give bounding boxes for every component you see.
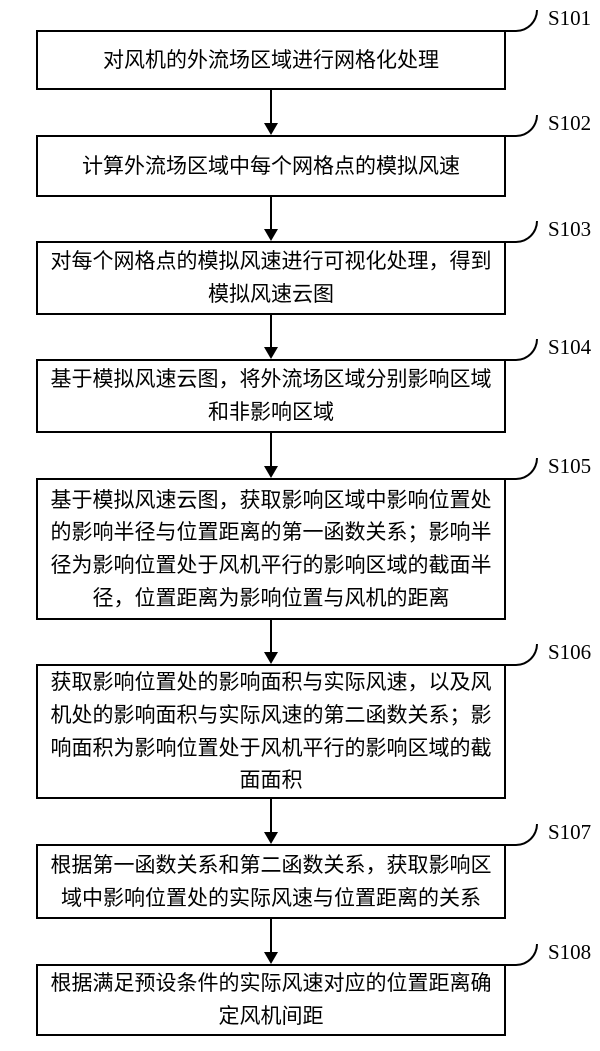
arrow-line-3 (270, 315, 272, 347)
step-text: 根据满足预设条件的实际风速对应的位置距离确定风机间距 (48, 967, 494, 1032)
arrow-head-4 (264, 466, 278, 478)
arrow-head-5 (264, 652, 278, 664)
arrow-line-5 (270, 620, 272, 652)
step-label-s105: S105 (548, 454, 591, 479)
step-box-s105: 基于模拟风速云图，获取影响区域中影响位置处的影响半径与位置距离的第一函数关系；影… (36, 478, 506, 620)
leader-arc (516, 10, 538, 32)
step-box-s108: 根据满足预设条件的实际风速对应的位置距离确定风机间距 (36, 964, 506, 1036)
step-text: 基于模拟风速云图，将外流场区域分别影响区域和非影响区域 (48, 363, 494, 428)
step-text: 对风机的外流场区域进行网格化处理 (103, 44, 439, 77)
leader-stub (506, 359, 516, 361)
arrow-head-2 (264, 229, 278, 241)
step-label-s106: S106 (548, 640, 591, 665)
step-box-s101: 对风机的外流场区域进行网格化处理 (36, 30, 506, 90)
step-text: 获取影响位置处的影响面积与实际风速，以及风机处的影响面积与实际风速的第二函数关系… (48, 666, 494, 796)
arrow-line-6 (270, 799, 272, 832)
leader-arc (516, 944, 538, 966)
step-box-s104: 基于模拟风速云图，将外流场区域分别影响区域和非影响区域 (36, 359, 506, 433)
step-box-s106: 获取影响位置处的影响面积与实际风速，以及风机处的影响面积与实际风速的第二函数关系… (36, 664, 506, 799)
arrow-line-7 (270, 919, 272, 952)
step-label-s104: S104 (548, 335, 591, 360)
arrow-line-1 (270, 90, 272, 123)
leader-stub (506, 478, 516, 480)
leader-arc (516, 221, 538, 243)
leader-arc (516, 115, 538, 137)
leader-arc (516, 824, 538, 846)
step-text: 计算外流场区域中每个网格点的模拟风速 (82, 150, 460, 183)
leader-stub (506, 241, 516, 243)
step-box-s103: 对每个网格点的模拟风速进行可视化处理，得到模拟风速云图 (36, 241, 506, 315)
leader-arc (516, 644, 538, 666)
step-box-s107: 根据第一函数关系和第二函数关系，获取影响区域中影响位置处的实际风速与位置距离的关… (36, 844, 506, 919)
step-label-s101: S101 (548, 6, 591, 31)
leader-stub (506, 844, 516, 846)
arrow-line-2 (270, 197, 272, 229)
step-label-s107: S107 (548, 820, 591, 845)
leader-arc (516, 339, 538, 361)
step-label-s103: S103 (548, 217, 591, 242)
arrow-head-6 (264, 832, 278, 844)
arrow-head-3 (264, 347, 278, 359)
step-label-s102: S102 (548, 111, 591, 136)
leader-stub (506, 30, 516, 32)
arrow-head-7 (264, 952, 278, 964)
step-text: 根据第一函数关系和第二函数关系，获取影响区域中影响位置处的实际风速与位置距离的关… (48, 849, 494, 914)
leader-stub (506, 664, 516, 666)
step-text: 对每个网格点的模拟风速进行可视化处理，得到模拟风速云图 (48, 245, 494, 310)
leader-arc (516, 458, 538, 480)
arrow-line-4 (270, 433, 272, 466)
step-text: 基于模拟风速云图，获取影响区域中影响位置处的影响半径与位置距离的第一函数关系；影… (48, 484, 494, 614)
leader-stub (506, 135, 516, 137)
step-box-s102: 计算外流场区域中每个网格点的模拟风速 (36, 135, 506, 197)
arrow-head-1 (264, 123, 278, 135)
step-label-s108: S108 (548, 940, 591, 965)
leader-stub (506, 964, 516, 966)
flowchart-canvas: 对风机的外流场区域进行网格化处理 S101 计算外流场区域中每个网格点的模拟风速 S1… (0, 0, 600, 1051)
